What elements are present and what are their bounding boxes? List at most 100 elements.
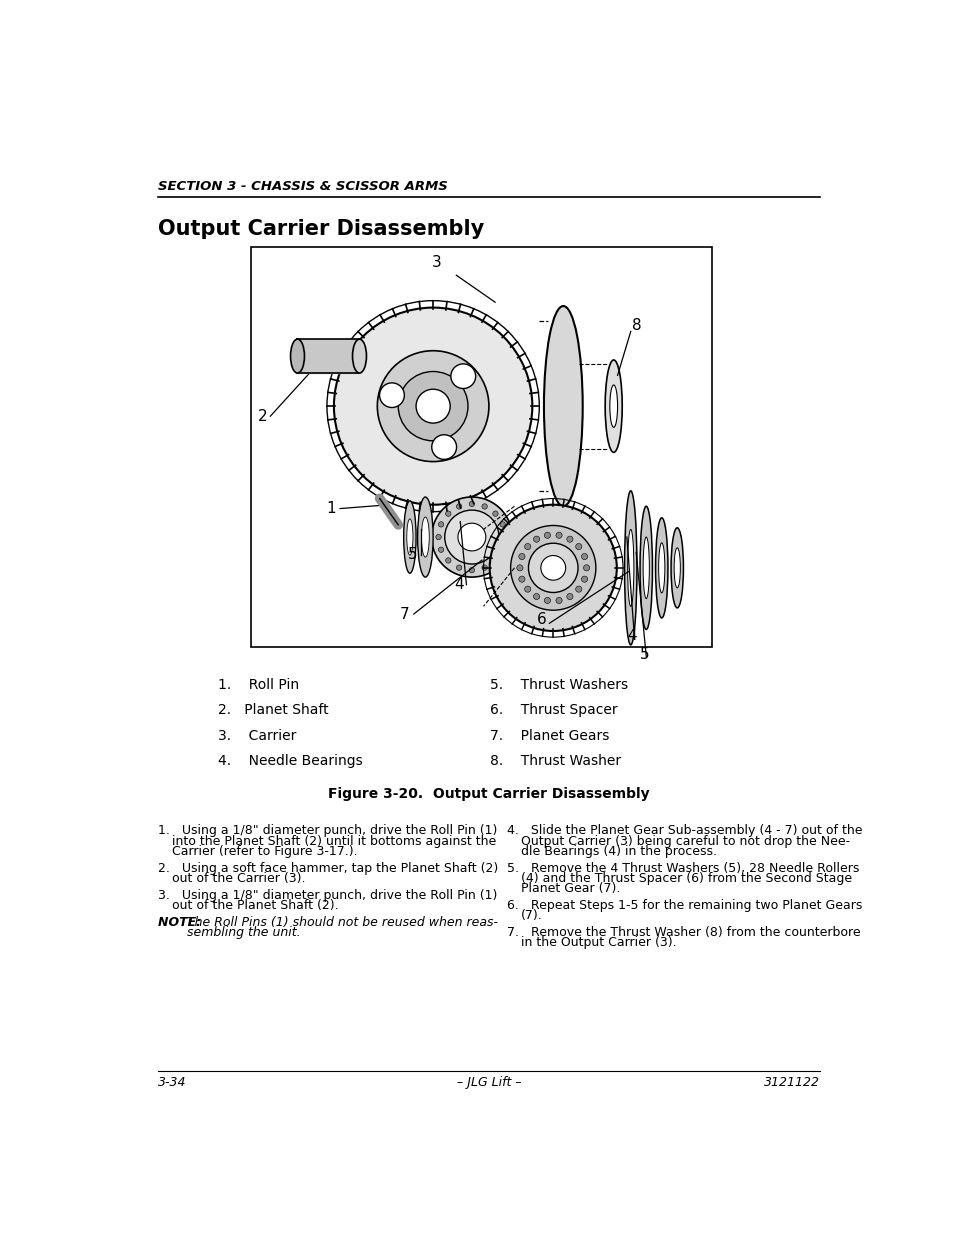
Circle shape [492, 511, 497, 516]
Text: Figure 3-20.  Output Carrier Disassembly: Figure 3-20. Output Carrier Disassembly [328, 787, 649, 802]
Text: 3.   Using a 1/8" diameter punch, drive the Roll Pin (1): 3. Using a 1/8" diameter punch, drive th… [158, 888, 497, 902]
Text: 5.    Thrust Washers: 5. Thrust Washers [489, 678, 627, 692]
Ellipse shape [639, 506, 652, 630]
Circle shape [499, 521, 505, 527]
Text: (4) and the Thrust Spacer (6) from the Second Stage: (4) and the Thrust Spacer (6) from the S… [520, 872, 851, 885]
Ellipse shape [658, 543, 664, 593]
Circle shape [581, 576, 587, 582]
Ellipse shape [655, 517, 667, 618]
Circle shape [456, 504, 461, 509]
Circle shape [556, 598, 561, 604]
Text: sembling the unit.: sembling the unit. [187, 926, 301, 939]
Circle shape [544, 532, 550, 538]
Bar [251, 247, 711, 647]
Text: Output Carrier Disassembly: Output Carrier Disassembly [158, 219, 484, 240]
Ellipse shape [421, 517, 429, 557]
Ellipse shape [417, 496, 433, 577]
Circle shape [581, 553, 587, 559]
Circle shape [432, 435, 456, 459]
Text: SECTION 3 - CHASSIS & SCISSOR ARMS: SECTION 3 - CHASSIS & SCISSOR ARMS [158, 180, 447, 193]
Circle shape [431, 496, 512, 577]
Circle shape [379, 383, 404, 408]
Circle shape [438, 547, 443, 552]
Circle shape [524, 587, 530, 593]
Text: 3121122: 3121122 [763, 1076, 819, 1089]
Text: out of the Carrier (3).: out of the Carrier (3). [172, 872, 305, 885]
Text: 4.    Needle Bearings: 4. Needle Bearings [218, 755, 363, 768]
Circle shape [489, 505, 617, 631]
Text: 2.   Using a soft face hammer, tap the Planet Shaft (2): 2. Using a soft face hammer, tap the Pla… [158, 862, 497, 874]
Circle shape [533, 536, 539, 542]
Circle shape [445, 558, 451, 563]
Circle shape [583, 564, 589, 571]
Ellipse shape [609, 385, 617, 427]
Text: in the Output Carrier (3).: in the Output Carrier (3). [520, 936, 676, 950]
Circle shape [397, 372, 468, 441]
Ellipse shape [674, 548, 679, 588]
Circle shape [438, 521, 443, 527]
Circle shape [416, 389, 450, 424]
Ellipse shape [604, 359, 621, 452]
Text: 1: 1 [326, 501, 335, 516]
Text: Carrier (refer to Figure 3-17.).: Carrier (refer to Figure 3-17.). [172, 845, 357, 858]
Text: 3-34: 3-34 [158, 1076, 186, 1089]
Ellipse shape [353, 340, 366, 373]
Circle shape [517, 564, 522, 571]
Circle shape [451, 364, 476, 389]
Circle shape [510, 526, 596, 610]
Circle shape [566, 594, 573, 600]
Circle shape [469, 567, 474, 573]
Text: 2.   Planet Shaft: 2. Planet Shaft [218, 704, 329, 718]
Ellipse shape [670, 527, 682, 608]
Text: 5: 5 [407, 547, 416, 562]
Circle shape [518, 576, 524, 582]
Circle shape [524, 543, 530, 550]
Ellipse shape [403, 501, 416, 573]
Circle shape [575, 587, 581, 593]
Circle shape [456, 564, 461, 571]
Text: 5.   Remove the 4 Thrust Washers (5), 28 Needle Rollers: 5. Remove the 4 Thrust Washers (5), 28 N… [506, 862, 859, 874]
Text: The Roll Pins (1) should not be reused when reas-: The Roll Pins (1) should not be reused w… [187, 915, 497, 929]
Text: 6: 6 [537, 611, 546, 627]
Circle shape [457, 524, 485, 551]
Ellipse shape [543, 306, 582, 506]
Circle shape [544, 598, 550, 604]
Circle shape [481, 564, 487, 571]
Text: into the Planet Shaft (2) until it bottoms against the: into the Planet Shaft (2) until it botto… [172, 835, 496, 847]
Circle shape [566, 536, 573, 542]
Text: 4: 4 [454, 577, 463, 593]
Text: dle Bearings (4) in the process.: dle Bearings (4) in the process. [520, 845, 716, 858]
Text: 1.   Using a 1/8" diameter punch, drive the Roll Pin (1): 1. Using a 1/8" diameter punch, drive th… [158, 824, 497, 837]
Text: Planet Gear (7).: Planet Gear (7). [520, 882, 619, 895]
Circle shape [528, 543, 578, 593]
Ellipse shape [624, 490, 637, 645]
Text: 6.   Repeat Steps 1-5 for the remaining two Planet Gears: 6. Repeat Steps 1-5 for the remaining tw… [506, 899, 862, 911]
Circle shape [575, 543, 581, 550]
Circle shape [502, 535, 507, 540]
Text: 3: 3 [432, 254, 441, 269]
Text: NOTE:: NOTE: [158, 915, 205, 929]
Circle shape [445, 511, 451, 516]
Text: 7: 7 [399, 606, 409, 621]
Circle shape [377, 351, 488, 462]
Text: 8: 8 [632, 317, 641, 332]
Text: 5: 5 [639, 647, 649, 662]
Circle shape [518, 553, 524, 559]
Circle shape [436, 535, 441, 540]
Text: (7).: (7). [520, 909, 542, 923]
Circle shape [469, 501, 474, 506]
Text: 7.   Remove the Thrust Washer (8) from the counterbore: 7. Remove the Thrust Washer (8) from the… [506, 926, 860, 939]
Circle shape [556, 532, 561, 538]
Text: 4.   Slide the Planet Gear Sub-assembly (4 - 7) out of the: 4. Slide the Planet Gear Sub-assembly (4… [506, 824, 862, 837]
Circle shape [540, 556, 565, 580]
Circle shape [481, 504, 487, 509]
Ellipse shape [627, 530, 633, 606]
Ellipse shape [291, 340, 304, 373]
Circle shape [444, 510, 498, 564]
Text: 6.    Thrust Spacer: 6. Thrust Spacer [489, 704, 617, 718]
Circle shape [533, 594, 539, 600]
Text: – JLG Lift –: – JLG Lift – [456, 1076, 520, 1089]
Text: out of the Planet Shaft (2).: out of the Planet Shaft (2). [172, 899, 338, 911]
Ellipse shape [406, 519, 413, 556]
Text: 8.    Thrust Washer: 8. Thrust Washer [489, 755, 620, 768]
